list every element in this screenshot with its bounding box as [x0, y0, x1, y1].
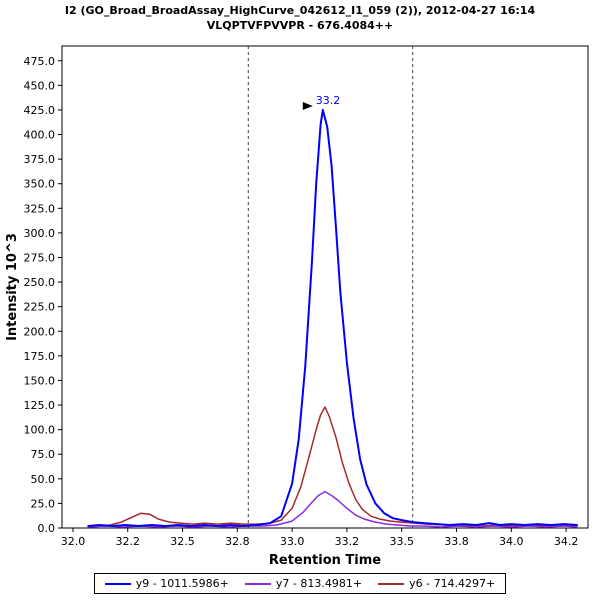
- y-tick-label: 225.0: [24, 300, 56, 313]
- x-tick-label: 33.2: [335, 535, 360, 548]
- plot-area: [61, 45, 589, 529]
- x-axis-title: Retention Time: [269, 553, 381, 568]
- y-tick-label: 400.0: [24, 128, 56, 141]
- legend: y9 - 1011.5986+ y7 - 813.4981+ y6 - 714.42…: [93, 573, 507, 595]
- x-tick-label: 34.2: [554, 535, 579, 548]
- x-tick-label: 32.8: [225, 535, 250, 548]
- x-tick-label: 32.2: [116, 535, 141, 548]
- x-tick-label: 33.5: [389, 535, 414, 548]
- series-line-y9[interactable]: [87, 108, 578, 527]
- y-tick-label: 350.0: [24, 177, 56, 190]
- y-tick-label: 300.0: [24, 227, 56, 240]
- peak-rt-annotation[interactable]: 33.2: [316, 94, 341, 107]
- legend-label: y7 - 813.4981+: [275, 577, 363, 591]
- legend-line-swatch: [378, 582, 405, 585]
- y-tick-label: 200.0: [24, 325, 56, 338]
- x-tick-label: 34.0: [499, 535, 524, 548]
- x-tick-label: 32.5: [170, 535, 195, 548]
- legend-label: y9 - 1011.5986+: [135, 577, 229, 591]
- legend-row: y9 - 1011.5986+ y7 - 813.4981+ y6 - 714.42…: [0, 570, 600, 595]
- legend-line-swatch: [244, 582, 271, 585]
- y-tick-label: 475.0: [24, 54, 56, 67]
- y-tick-label: 325.0: [24, 202, 56, 215]
- legend-item: y6 - 714.4297+: [378, 577, 495, 590]
- y-tick-label: 75.0: [31, 448, 56, 461]
- x-tick-label: 33.8: [444, 535, 469, 548]
- x-tick-label: 33.0: [280, 535, 305, 548]
- peak-pointer-icon: [302, 101, 313, 110]
- y-tick-label: 175.0: [24, 350, 56, 363]
- y-tick-label: 100.0: [24, 423, 56, 436]
- y-tick-label: 275.0: [24, 251, 56, 264]
- chromatogram-plot[interactable]: 0.0 25.0 50.0 75.0 100.0 125.0 150.0 175.0 200.0…: [0, 34, 600, 574]
- legend-item: y7 - 813.4981+: [244, 577, 363, 591]
- y-axis-title: Intensity 10^3: [5, 233, 20, 341]
- y-tick-label: 450.0: [24, 79, 56, 92]
- y-tick-label: 125.0: [24, 399, 56, 412]
- y-tick-label: 425.0: [24, 104, 56, 117]
- legend-item: y9 - 1011.5986+: [104, 577, 229, 591]
- y-tick-label: 250.0: [24, 276, 56, 289]
- chart-header: I2 (GO_Broad_BroadAssay_HighCurve_042612…: [0, 0, 600, 34]
- chart-title: I2 (GO_Broad_BroadAssay_HighCurve_042612…: [64, 4, 536, 17]
- legend-label: y6 - 714.4297+: [409, 577, 496, 591]
- y-tick-label: 375.0: [24, 153, 56, 166]
- y-tick-label: 0.0: [38, 522, 56, 535]
- chart-subtitle: VLQPTVFPVVPR - 676.4084++: [206, 18, 394, 32]
- x-tick-label: 32.0: [61, 535, 86, 548]
- y-tick-label: 50.0: [31, 473, 56, 486]
- y-tick-label: 150.0: [24, 374, 56, 387]
- y-tick-label: 25.0: [31, 497, 56, 510]
- legend-line-swatch: [104, 582, 131, 585]
